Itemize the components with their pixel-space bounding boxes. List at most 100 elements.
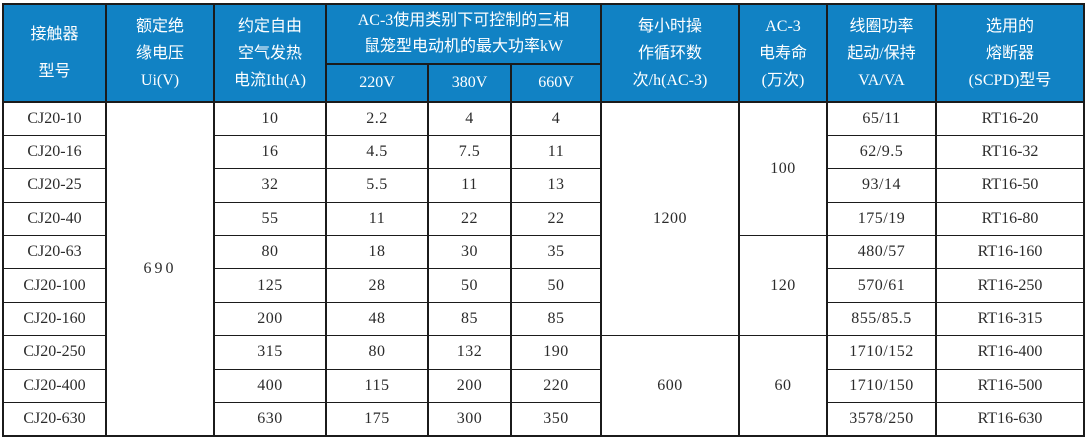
header-line: 线圈功率 [849,17,914,35]
cell-model: CJ20-100 [2,268,107,303]
table-body: CJ20-10 690 10 2.2 4 4 1200 100 65/11 RT… [2,101,1085,437]
table-row: CJ20-160 200 48 85 85 855/85.5 RT16-315 [2,301,1085,337]
header-line: 电寿命 [758,44,807,62]
header-line: 约定自由 [237,17,302,35]
cell-fuse: RT16-500 [935,368,1085,404]
cell-power-660: 35 [510,235,602,270]
cell-ui-voltage: 690 [105,101,215,437]
header-line: 鼠笼型电动机的最大功率kW [363,38,564,55]
header-rated-insulation-voltage: 额定绝 缘电压 Ui(V) [105,3,215,103]
header-380v: 380V [427,63,512,103]
header-thermal-current: 约定自由 空气发热 电流Ith(A) [213,3,327,103]
cell-fuse: RT16-630 [935,402,1085,437]
header-line: 作循环数 [637,44,702,62]
header-line: (万次) [761,71,805,89]
cell-power-660: 22 [510,201,602,237]
header-cycles-per-hour: 每小时操 作循环数 次/h(AC-3) [600,3,740,103]
cell-fuse: RT16-50 [935,168,1085,203]
cell-power-380: 50 [427,268,512,303]
cell-ith: 200 [213,301,327,337]
cell-model: CJ20-63 [2,235,107,270]
header-220v: 220V [325,63,429,103]
cell-model: CJ20-16 [2,134,107,170]
cell-model: CJ20-10 [2,101,107,136]
cell-power-220: 115 [325,368,429,404]
cell-fuse: RT16-80 [935,201,1085,237]
cell-power-380: 22 [427,201,512,237]
header-line: VA/VA [858,71,905,89]
header-row-voltages: 220V 380V 660V [3,63,1084,103]
cell-power-380: 300 [427,402,512,437]
cell-fuse: RT16-250 [935,268,1085,303]
cell-ith: 125 [213,268,327,303]
header-line: Ui(V) [140,71,180,89]
cell-power-220: 18 [325,235,429,270]
header-coil-power: 线圈功率 起动/保持 VA/VA [826,3,937,103]
cell-fuse: RT16-32 [935,134,1085,170]
cell-fuse: RT16-315 [935,301,1085,337]
cell-power-380: 4 [427,101,512,136]
contactor-spec-table: 接触器 型号 额定绝 缘电压 Ui(V) 约定自由 空气发热 电流Ith(A) … [2,3,1085,437]
header-electrical-life: AC-3 电寿命 (万次) [738,3,828,103]
cell-cycles: 1200 [600,101,740,337]
header-line: 接触器 [30,26,79,43]
cell-coil-power: 93/14 [826,168,937,203]
cell-ith: 315 [213,335,327,370]
cell-power-380: 7.5 [427,134,512,170]
cell-ith: 55 [213,201,327,237]
cell-power-220: 5.5 [325,168,429,203]
table-header: 接触器 型号 额定绝 缘电压 Ui(V) 约定自由 空气发热 电流Ith(A) … [2,3,1085,103]
cell-coil-power: 3578/250 [826,402,937,437]
header-line: 熔断器 [985,44,1034,62]
header-line: 型号 [38,63,71,80]
cell-power-220: 2.2 [325,101,429,136]
cell-ith: 10 [213,101,327,136]
cell-model: CJ20-400 [2,368,107,404]
cell-ith: 630 [213,402,327,437]
header-660v: 660V [510,63,602,103]
cell-coil-power: 1710/150 [826,368,937,404]
header-line: (SCPD)型号 [968,71,1052,89]
cell-power-220: 28 [325,268,429,303]
cell-power-220: 175 [325,402,429,437]
header-fuse-scpd: 选用的 熔断器 (SCPD)型号 [935,3,1085,103]
cell-model: CJ20-250 [2,335,107,370]
header-line: AC-3 [765,17,801,35]
table-row: CJ20-25 32 5.5 11 13 93/14 RT16-50 [2,168,1085,203]
cell-power-380: 132 [427,335,512,370]
header-ac3-max-power: AC-3使用类别下可控制的三相 鼠笼型电动机的最大功率kW [325,3,602,65]
table-row: CJ20-400 400 115 200 220 1710/150 RT16-5… [2,368,1085,404]
cell-power-380: 85 [427,301,512,337]
cell-model: CJ20-25 [2,168,107,203]
header-line: 空气发热 [237,44,302,62]
cell-model: CJ20-630 [2,402,107,437]
header-line: 缘电压 [135,44,184,62]
header-line: 起动/保持 [847,44,916,62]
cell-coil-power: 480/57 [826,235,937,270]
cell-power-660: 50 [510,268,602,303]
table-row: CJ20-630 630 175 300 350 3578/250 RT16-6… [2,402,1085,437]
cell-life: 120 [738,235,828,337]
cell-model: CJ20-40 [2,201,107,237]
table-row: CJ20-40 55 11 22 22 175/19 RT16-80 [2,201,1085,237]
cell-power-660: 11 [510,134,602,170]
cell-coil-power: 65/11 [826,101,937,136]
table-row: CJ20-16 16 4.5 7.5 11 62/9.5 RT16-32 [2,134,1085,170]
table-row: CJ20-63 80 18 30 35 120 480/57 RT16-160 [2,235,1085,337]
cell-power-660: 190 [510,335,602,370]
cell-power-660: 4 [510,101,602,136]
header-contactor-model: 接触器 型号 [2,3,107,103]
header-row-top: 接触器 型号 额定绝 缘电压 Ui(V) 约定自由 空气发热 电流Ith(A) … [2,3,1085,103]
header-line: 选用的 [985,17,1034,35]
cell-coil-power: 1710/152 [826,335,937,370]
cell-ith: 32 [213,168,327,203]
cell-power-660: 220 [510,368,602,404]
cell-coil-power: 62/9.5 [826,134,937,170]
cell-power-220: 48 [325,301,429,337]
cell-ith: 80 [213,235,327,270]
cell-power-660: 13 [510,168,602,203]
cell-power-660: 350 [510,402,602,437]
cell-life: 100 [738,101,828,237]
table-row: CJ20-100 125 28 50 50 570/61 RT16-250 [2,268,1085,303]
